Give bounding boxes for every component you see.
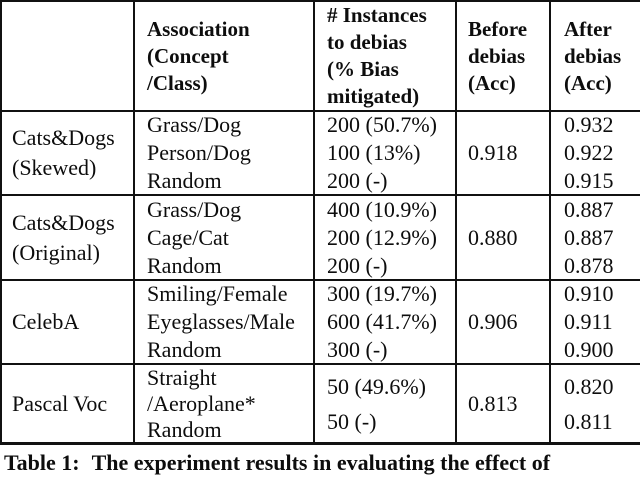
association-value: Straight [147, 365, 217, 390]
results-table: Association (Concept /Class) # Instances… [0, 0, 640, 445]
table-caption-label: Table 1: [4, 450, 80, 475]
before-acc-value: 0.918 [468, 140, 518, 165]
dataset-line: (Original) [12, 239, 100, 265]
table-row-group-celeba: CelebA Smiling/Female Eyeglasses/Male Ra… [2, 279, 640, 363]
header-line: (Concept [147, 43, 229, 68]
dataset-cell: Cats&Dogs (Original) [2, 196, 133, 279]
header-line: (% Bias [327, 57, 399, 81]
table-row-group-cats-dogs-skewed: Cats&Dogs (Skewed) Grass/Dog Person/Dog … [2, 110, 640, 194]
header-line: /Class) [147, 70, 208, 95]
header-line: mitigated) [327, 84, 420, 108]
after-acc-value: 0.922 [564, 140, 614, 165]
instances-cell: 50 (49.6%) 50 (-) [313, 365, 455, 442]
instances-value: 50 (49.6%) [327, 373, 426, 399]
before-acc-cell: 0.918 [455, 112, 549, 194]
table-caption-text: The experiment results in evaluating the… [91, 450, 551, 475]
after-acc-value: 0.811 [564, 409, 613, 435]
header-line: Before [468, 16, 528, 41]
header-instances-cell: # Instances to debias (% Bias mitigated) [313, 2, 455, 110]
association-value: Grass/Dog [147, 196, 242, 222]
association-value: Eyeglasses/Male [147, 309, 295, 334]
instances-value: 100 (13%) [327, 140, 421, 165]
after-acc-value: 0.820 [564, 373, 614, 399]
dataset-line: Cats&Dogs [12, 209, 115, 235]
before-acc-cell: 0.906 [455, 281, 549, 363]
table-header-row: Association (Concept /Class) # Instances… [2, 2, 640, 110]
table-row-group-pascal-voc: Pascal Voc Straight /Aeroplane* Random 5… [2, 363, 640, 442]
before-acc-value: 0.813 [468, 390, 518, 416]
after-acc-value: 0.900 [564, 337, 614, 362]
after-acc-cell: 0.820 0.811 [549, 365, 640, 442]
instances-cell: 400 (10.9%) 200 (12.9%) 200 (-) [313, 196, 455, 279]
table-caption: Table 1: The experiment results in evalua… [0, 449, 640, 477]
dataset-line: CelebA [12, 309, 80, 334]
instances-value: 400 (10.9%) [327, 196, 437, 222]
dataset-cell: Pascal Voc [2, 365, 133, 442]
dataset-cell: Cats&Dogs (Skewed) [2, 112, 133, 194]
association-value: Person/Dog [147, 140, 251, 165]
instances-cell: 200 (50.7%) 100 (13%) 200 (-) [313, 112, 455, 194]
before-acc-cell: 0.813 [455, 365, 549, 442]
association-value: Smiling/Female [147, 281, 288, 306]
instances-value: 300 (-) [327, 337, 388, 362]
instances-value: 200 (-) [327, 252, 388, 278]
association-value: Cage/Cat [147, 224, 229, 250]
association-value: Random [147, 168, 222, 193]
association-value: Random [147, 252, 222, 278]
before-acc-value: 0.906 [468, 309, 518, 334]
after-acc-value: 0.887 [564, 196, 614, 222]
instances-value: 600 (41.7%) [327, 309, 437, 334]
association-value: Random [147, 337, 222, 362]
instances-value: 200 (-) [327, 168, 388, 193]
dataset-cell: CelebA [2, 281, 133, 363]
header-line: (Acc) [468, 70, 516, 95]
dataset-line: (Skewed) [12, 155, 97, 180]
header-before-cell: Before debias (Acc) [455, 2, 549, 110]
after-acc-value: 0.910 [564, 281, 614, 306]
after-acc-cell: 0.910 0.911 0.900 [549, 281, 640, 363]
association-cell: Straight /Aeroplane* Random [133, 365, 313, 442]
association-value: /Aeroplane* [147, 390, 256, 416]
header-line: After [564, 16, 612, 41]
header-dataset-cell [2, 2, 133, 110]
instances-value: 300 (19.7%) [327, 281, 437, 306]
header-line: to debias [327, 30, 407, 54]
instances-value: 50 (-) [327, 409, 377, 435]
instances-value: 200 (12.9%) [327, 224, 437, 250]
before-acc-cell: 0.880 [455, 196, 549, 279]
after-acc-cell: 0.887 0.887 0.878 [549, 196, 640, 279]
association-cell: Grass/Dog Cage/Cat Random [133, 196, 313, 279]
instances-value: 200 (50.7%) [327, 112, 437, 137]
association-cell: Smiling/Female Eyeglasses/Male Random [133, 281, 313, 363]
header-line: debias [564, 43, 622, 68]
after-acc-value: 0.887 [564, 224, 614, 250]
header-line: debias [468, 43, 526, 68]
after-acc-value: 0.915 [564, 168, 614, 193]
association-value: Grass/Dog [147, 112, 242, 137]
after-acc-value: 0.932 [564, 112, 614, 137]
after-acc-cell: 0.932 0.922 0.915 [549, 112, 640, 194]
association-cell: Grass/Dog Person/Dog Random [133, 112, 313, 194]
association-value: Random [147, 416, 222, 442]
header-after-cell: After debias (Acc) [549, 2, 640, 110]
table-row-group-cats-dogs-original: Cats&Dogs (Original) Grass/Dog Cage/Cat … [2, 194, 640, 279]
instances-cell: 300 (19.7%) 600 (41.7%) 300 (-) [313, 281, 455, 363]
header-association-cell: Association (Concept /Class) [133, 2, 313, 110]
header-line: Association [147, 16, 250, 41]
header-line: # Instances [327, 3, 427, 27]
dataset-line: Cats&Dogs [12, 125, 115, 150]
header-line: (Acc) [564, 70, 612, 95]
dataset-line: Pascal Voc [12, 390, 108, 416]
before-acc-value: 0.880 [468, 224, 518, 250]
after-acc-value: 0.911 [564, 309, 613, 334]
after-acc-value: 0.878 [564, 252, 614, 278]
